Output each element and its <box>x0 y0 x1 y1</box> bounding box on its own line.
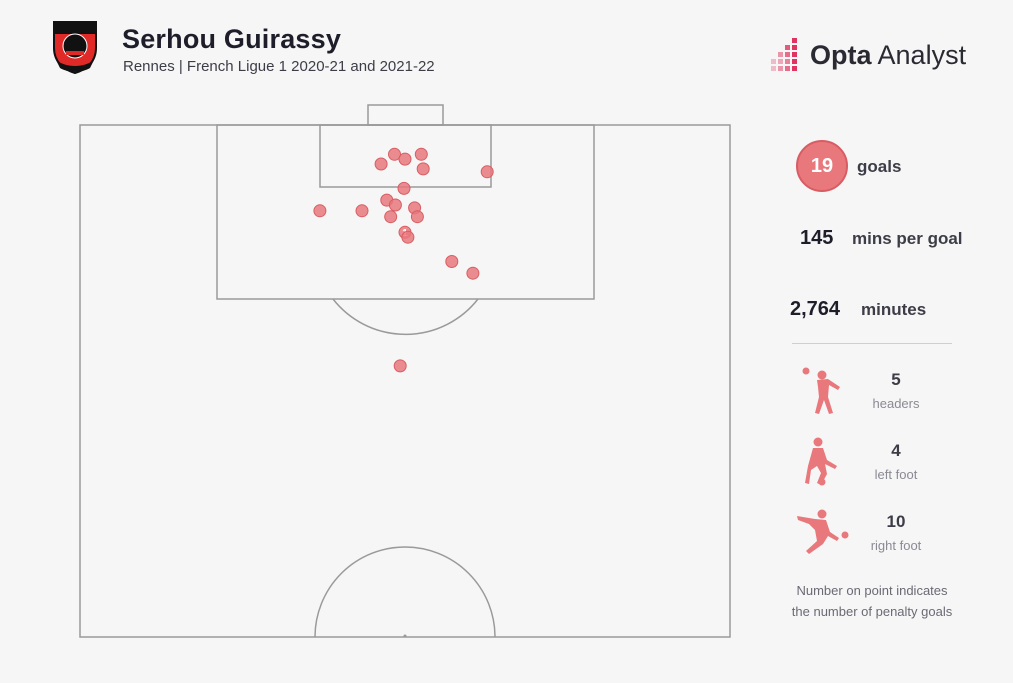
headers-label: headers <box>872 396 920 411</box>
goal-point <box>414 147 428 161</box>
goal-point <box>374 157 388 171</box>
centre-spot <box>403 634 407 638</box>
page-subtitle: Rennes | French Ligue 1 2020-21 and 2021… <box>123 58 435 75</box>
right-foot-label: right foot <box>870 538 922 553</box>
goal-point <box>445 255 459 268</box>
pitch-outline <box>79 124 731 638</box>
goal-point <box>480 165 494 179</box>
left-foot-player-icon <box>805 437 837 486</box>
goal-point <box>388 198 402 212</box>
shot-map-pitch: 1 <box>79 104 731 638</box>
player-name: Serhou Guirassy <box>122 24 342 54</box>
goal-point <box>401 230 415 244</box>
goal-point <box>313 204 327 218</box>
header-player-icon <box>802 367 840 414</box>
left-foot-label: left foot <box>874 467 918 482</box>
mins-per-goal-value: 145 <box>800 227 834 249</box>
minutes-value: 2,764 <box>790 298 841 320</box>
goal-point <box>416 162 430 176</box>
centre-circle <box>314 546 496 638</box>
brand-name: Opta Analyst <box>810 40 967 70</box>
opta-analyst-logo-icon <box>771 38 797 71</box>
stade-rennais-crest-icon <box>53 21 97 74</box>
minutes-label: minutes <box>861 300 927 319</box>
goal-point <box>397 181 411 195</box>
right-foot-count: 10 <box>886 512 906 531</box>
goals-count-badge: 19 <box>796 140 848 192</box>
left-foot-count: 4 <box>891 441 901 460</box>
penalty-box <box>216 124 595 300</box>
right-foot-player-icon <box>797 509 849 554</box>
goal-point <box>355 204 369 218</box>
goals-label: goals <box>857 157 902 176</box>
goal <box>367 104 444 126</box>
mins-per-goal-label: mins per goal <box>852 229 963 248</box>
stats-divider <box>792 343 952 344</box>
penalty-note: Number on point indicates the number of … <box>791 583 953 619</box>
goal-point <box>398 152 412 166</box>
goal-point <box>384 210 398 224</box>
goal-point <box>393 359 407 373</box>
goal-point <box>466 266 480 280</box>
headers-count: 5 <box>891 370 901 389</box>
goal-point <box>388 147 401 161</box>
goal-point <box>410 210 424 224</box>
penalty-arc <box>332 298 479 336</box>
